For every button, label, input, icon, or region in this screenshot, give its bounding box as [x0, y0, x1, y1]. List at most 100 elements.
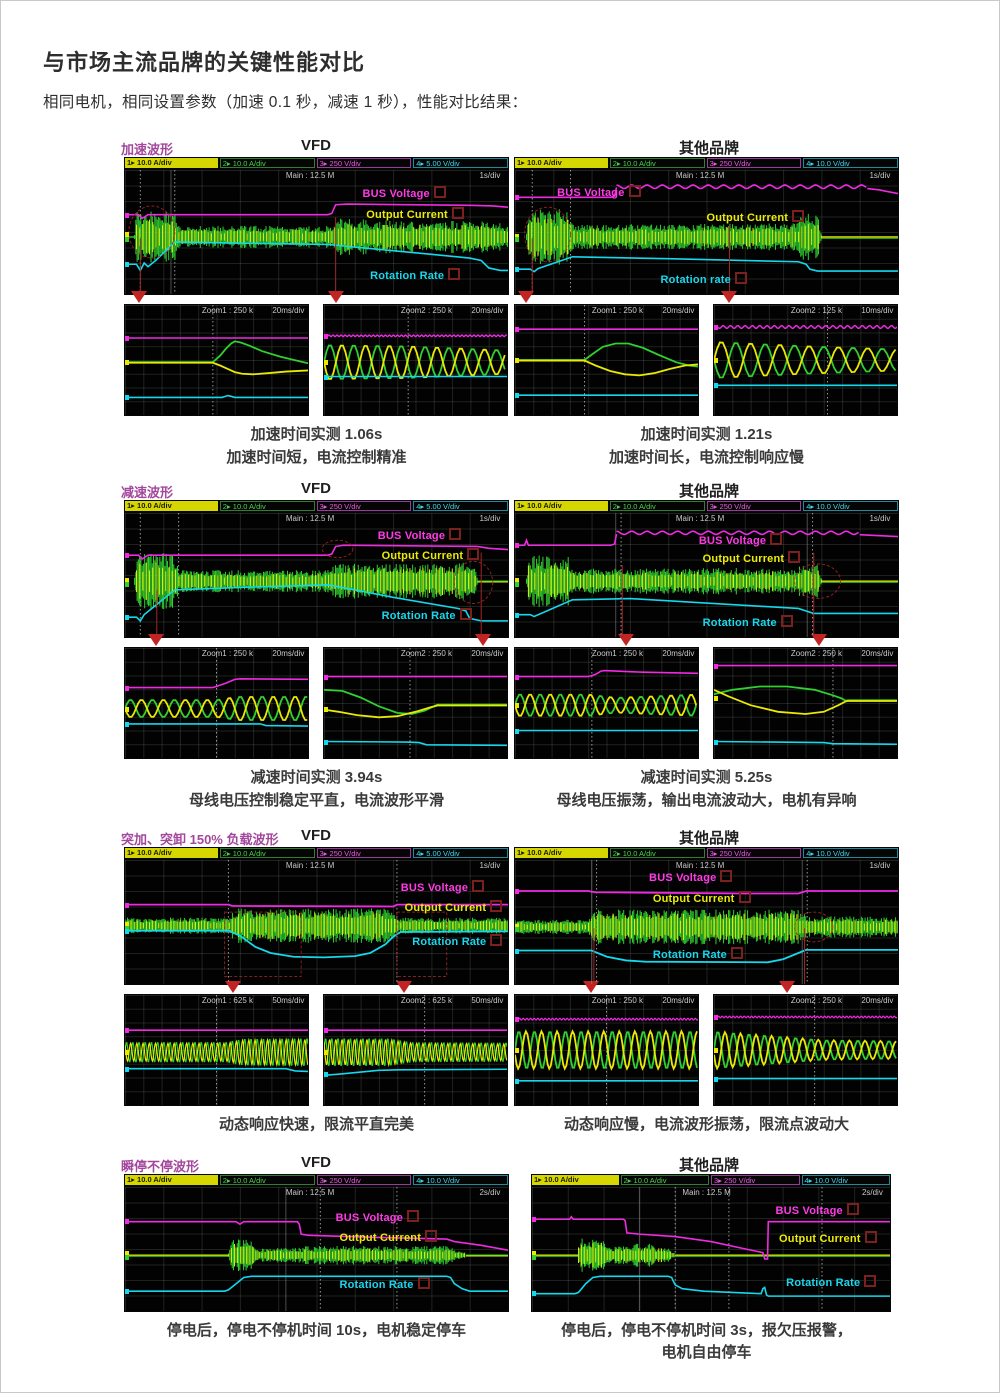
caption-line: 加速时间短，电流控制精准 — [226, 448, 407, 466]
waveform-plot — [515, 648, 698, 758]
output-current-label: Output Current — [382, 547, 480, 562]
caption-vfd: 加速时间实测 1.06s 加速时间短，电流控制精准 — [124, 424, 509, 469]
zoom-scope-row: Zoom1 : 625 k 50ms/div Zoom2 : 625 k 50ms/… — [124, 994, 899, 1106]
section-head: 瞬停不停波形 VFD 其他品牌 — [1, 1153, 999, 1174]
scope-hud: Zoom1 : 250 k 20ms/div — [515, 996, 698, 1006]
caption-line: 母线电压振荡，输出电流波动大，电机有异响 — [556, 791, 857, 809]
channel-marker — [714, 695, 718, 701]
oscilloscope-screen: Zoom1 : 250 k 20ms/div — [125, 648, 308, 758]
channel-marker — [125, 577, 129, 583]
label-marker-box — [407, 1210, 420, 1223]
red-arrow-icon — [396, 981, 412, 993]
bus-voltage-label: BUS Voltage — [336, 1210, 420, 1224]
label-marker-box — [788, 551, 801, 564]
timebase: 2s/div — [479, 1187, 501, 1197]
timebase: 2s/div — [861, 1187, 883, 1197]
oscilloscope-screen: Zoom2 : 625 k 50ms/div — [324, 995, 507, 1105]
scope-hud: Main : 12.5 M 1s/div — [125, 514, 508, 524]
channel-3-chip: 3▸ 250 V/div — [316, 848, 412, 858]
timebase: 50ms/div — [272, 996, 305, 1005]
scope-hud: Zoom2 : 250 k 20ms/div — [714, 996, 897, 1006]
oscilloscope-screen: Zoom1 : 250 k 20ms/div — [515, 648, 698, 758]
channel-2-chip: 2▸ 10.0 A/div — [609, 501, 705, 511]
caption-line: 加速时间实测 1.06s — [250, 426, 383, 443]
rotation-rate-label: Rotation Rate — [339, 1277, 430, 1291]
scope-hud: Main : 12.5 M 1s/div — [515, 514, 898, 524]
channel-settings-bar: 1▸ 10.0 A/div 2▸ 10.0 A/div 3▸ 250 V/div 4▸… — [124, 157, 509, 169]
channel-marker — [532, 1255, 536, 1261]
oscilloscope-vfd-load-step: 1▸ 10.0 A/div 2▸ 10.0 A/div 3▸ 250 V/div 4▸… — [124, 847, 509, 985]
timebase: 20ms/div — [662, 306, 695, 315]
label-marker-box — [864, 1274, 877, 1287]
caption-line: 动态响应快速，限流平直完美 — [218, 1116, 414, 1133]
red-arrow-icon — [475, 634, 491, 646]
main-scope-row: 1▸ 10.0 A/div 2▸ 10.0 A/div 3▸ 250 V/div 4▸… — [124, 157, 899, 295]
zoom2-vfd-acceleration: Zoom2 : 250 k 20ms/div — [323, 304, 508, 416]
channel-marker — [714, 663, 718, 669]
zoom2-vfd-load-step: Zoom2 : 625 k 50ms/div — [323, 994, 508, 1106]
waveform-plot — [532, 1187, 890, 1311]
channel-marker — [515, 1048, 519, 1053]
section-head: 减速波形 VFD 其他品牌 — [1, 479, 999, 500]
channel-settings-bar: 1▸ 10.0 A/div 2▸ 10.0 A/div 3▸ 250 V/div 4▸… — [531, 1174, 891, 1186]
channel-marker — [125, 615, 129, 621]
red-arrow-icon — [328, 291, 344, 303]
channel-marker — [125, 1219, 129, 1225]
output-current-label: Output Current — [339, 1229, 438, 1244]
oscilloscope-screen: Zoom1 : 250 k 20ms/div — [515, 995, 698, 1105]
caption-vfd: 动态响应快速，限流平直完美 — [124, 1114, 509, 1137]
channel-4-chip: 4▸ 10.0 V/div — [803, 848, 898, 858]
channel-4-chip: 4▸ 10.0 V/div — [801, 1174, 890, 1185]
channel-4-chip: 4▸ 10.0 V/div — [803, 158, 898, 168]
page-subtitle: 相同电机，相同设置参数（加速 0.1 秒，减速 1 秒），性能对比结果： — [43, 94, 528, 111]
channel-marker — [714, 383, 718, 389]
scope-hud: Zoom2 : 250 k 20ms/div — [324, 306, 507, 316]
channel-marker — [515, 728, 519, 734]
scope-hud: Zoom1 : 250 k 20ms/div — [125, 649, 308, 659]
section-label: 加速波形 — [121, 142, 174, 157]
channel-settings-bar: 1▸ 10.0 A/div 2▸ 10.0 A/div 3▸ 250 V/div 4▸… — [124, 500, 509, 512]
caption-row: 动态响应快速，限流平直完美 动态响应慢，电流波形振荡，限流点波动大 — [124, 1114, 899, 1137]
channel-marker — [125, 685, 129, 691]
channel-3-chip: 3▸ 250 V/div — [706, 501, 802, 511]
timebase: 1s/div — [869, 861, 891, 870]
waveform-plot — [324, 305, 507, 415]
zoom-title: Zoom1 : 250 k — [201, 306, 253, 315]
oscilloscope-vfd-power-loss: 1▸ 10.0 A/div 2▸ 10.0 A/div 3▸ 250 V/div 4▸… — [124, 1173, 509, 1312]
channel-4-chip: 4▸ 5.00 V/div — [413, 848, 508, 858]
zoom1-vfd-acceleration: Zoom1 : 250 k 20ms/div — [124, 304, 309, 416]
channel-marker — [515, 923, 519, 929]
waveform-plot — [125, 170, 508, 294]
channel-marker — [515, 327, 519, 333]
red-arrow-icon — [811, 634, 827, 646]
channel-3-chip: 3▸ 250 V/div — [316, 1174, 412, 1185]
section-load-step: 突加、突卸 150% 负载波形 VFD 其他品牌 1▸ 10.0 A/div 2▸… — [1, 826, 999, 1137]
channel-4-chip: 4▸ 5.00 V/div — [413, 501, 508, 511]
record-length: Main : 12.5 M — [675, 171, 725, 180]
channel-marker — [515, 1017, 519, 1023]
bus-voltage-label: BUS Voltage — [401, 879, 485, 894]
label-marker-box — [425, 1229, 438, 1242]
channel-settings-bar: 1▸ 10.0 A/div 2▸ 10.0 A/div 3▸ 250 V/div 4▸… — [514, 847, 899, 859]
zoom-title: Zoom2 : 125 k — [790, 306, 842, 315]
timebase: 1s/div — [479, 861, 501, 870]
waveform-plot — [515, 170, 898, 294]
caption-line: 停电后，停电不停机时间 3s，报欠压报警， — [561, 1321, 852, 1339]
waveform-plot — [515, 513, 898, 637]
oscilloscope-other-brand-acceleration: 1▸ 10.0 A/div 2▸ 10.0 A/div 3▸ 250 V/div 4▸… — [514, 157, 899, 295]
waveform-plot — [714, 995, 897, 1105]
oscilloscope-screen: Main : 12.5 M 2s/div BUS Voltage Output Cur… — [532, 1186, 890, 1311]
channel-marker — [125, 1028, 129, 1034]
label-marker-box — [738, 891, 751, 903]
caption-line: 母线电压控制稳定平直，电流波形平滑 — [188, 791, 444, 809]
rotation-rate-label: Rotation Rate — [370, 267, 461, 282]
timebase: 1s/div — [479, 171, 501, 180]
output-current-label: Output Current — [707, 209, 805, 224]
channel-marker — [125, 262, 129, 268]
record-length: Main : 12.5 M — [285, 1187, 335, 1197]
channel-2-chip: 2▸ 10.0 A/div — [219, 848, 315, 858]
rotation-rate-label: Rotation Rate — [382, 608, 472, 622]
channel-marker — [324, 1072, 328, 1078]
record-length: Main : 12.5 M — [285, 514, 335, 523]
timebase: 20ms/div — [272, 306, 305, 315]
